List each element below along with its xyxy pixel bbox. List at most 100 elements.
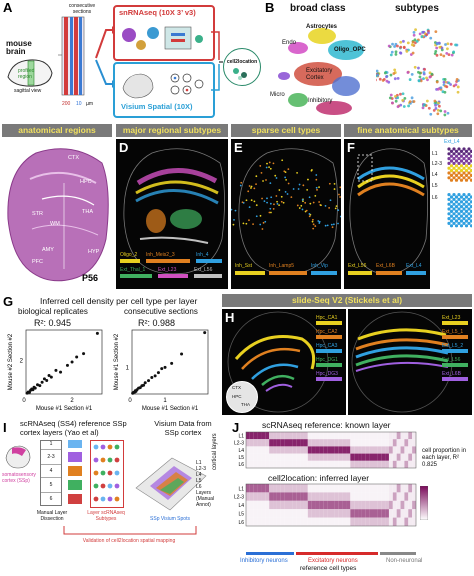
sparse-cell xyxy=(278,204,281,207)
heatmap-cell xyxy=(311,439,316,447)
scatter-point xyxy=(38,384,42,388)
heatmap-cell xyxy=(284,446,289,454)
section-stack xyxy=(58,16,85,96)
heatmap-row-label: L6 xyxy=(238,462,244,468)
visium-spot xyxy=(459,205,464,209)
visium-spot xyxy=(464,209,469,213)
heatmap-cell xyxy=(377,453,382,461)
visium-spot xyxy=(449,154,454,158)
group-nonneuronal: Non-neuronal xyxy=(386,558,423,564)
layer-23: 2-3 xyxy=(41,450,61,465)
heatmap-cell xyxy=(269,517,274,526)
heatmap-cell xyxy=(377,484,382,493)
heatmap-cell xyxy=(350,484,355,493)
heatmap-cell xyxy=(284,432,289,440)
visium-spot xyxy=(467,207,471,211)
visium-spot xyxy=(462,171,466,175)
heatmap-cell xyxy=(388,453,393,461)
heatmap-cell xyxy=(400,439,405,447)
subtype-dot xyxy=(100,496,106,502)
heatmap-cell xyxy=(319,517,324,526)
visium-spot xyxy=(467,166,471,170)
legend-h-r-2: Ext_L5_2 xyxy=(442,343,464,349)
heatmap-cell xyxy=(404,484,409,493)
heatmap-cell xyxy=(315,446,320,454)
umap-cell xyxy=(444,43,447,46)
subtype-dot xyxy=(100,470,106,476)
heatmap-cell xyxy=(400,446,405,454)
sparse-cell xyxy=(263,200,266,203)
sparse-cell xyxy=(298,207,301,209)
heatmap-cell xyxy=(265,484,270,493)
x-tick-1: 2 xyxy=(70,398,74,404)
visium-spot xyxy=(462,207,466,211)
heatmap-cell xyxy=(280,446,285,454)
umap-cell xyxy=(425,33,429,37)
sparse-cell xyxy=(309,202,312,205)
visium-illustration xyxy=(122,73,204,99)
heatmap-cell xyxy=(373,509,378,518)
heatmap-cell xyxy=(412,492,416,501)
j-bottom-title: cell2location: inferred layer xyxy=(268,473,370,483)
visium-spot xyxy=(452,176,456,180)
sparse-cell xyxy=(239,184,242,187)
heatmap-cell xyxy=(354,439,359,447)
visium-spot xyxy=(452,197,456,201)
visium-spot xyxy=(467,176,471,180)
umap-cell xyxy=(427,31,430,35)
heatmap-cell xyxy=(331,492,335,501)
umap-cell xyxy=(439,86,443,90)
heatmap-cell xyxy=(323,492,328,501)
visium-spot xyxy=(459,164,464,168)
heatmap-cell xyxy=(280,500,285,510)
heatmap-cell xyxy=(303,453,308,461)
subtype-dot xyxy=(107,457,113,463)
umap-cell xyxy=(445,85,449,89)
heatmap-cell xyxy=(292,446,297,454)
visium-spot xyxy=(467,212,471,216)
heatmap-cell xyxy=(327,460,331,468)
heatmap-cell xyxy=(273,492,277,501)
sparse-cell xyxy=(339,215,341,218)
scatter-point xyxy=(153,374,157,378)
heatmap-cell xyxy=(408,439,413,447)
heatmap-cell xyxy=(246,492,250,501)
heatmap-cell xyxy=(249,439,254,447)
legend-e-bar-2 xyxy=(311,271,337,275)
sparse-cell xyxy=(240,181,243,184)
heatmap-cell xyxy=(392,500,397,510)
heatmap-cell xyxy=(338,432,343,440)
sparse-cell xyxy=(339,186,341,189)
inset-layer-l23: L2-3 xyxy=(432,161,443,167)
panel-i-title: scRNAseq (SS4) reference SSp cortex laye… xyxy=(20,419,127,437)
heatmap-cell xyxy=(288,460,293,468)
heatmap-cell xyxy=(327,492,331,501)
sparse-cell xyxy=(290,196,293,198)
heatmap-cell xyxy=(400,500,405,510)
heatmap-cell xyxy=(269,509,274,518)
sparse-cell xyxy=(255,204,258,207)
sparse-cell xyxy=(284,176,287,179)
legend-d-3: Ext_Thal_1 xyxy=(120,267,146,273)
umap-cell xyxy=(428,75,432,79)
sparse-cell xyxy=(318,186,320,188)
sparse-cell xyxy=(259,214,262,217)
legend-e-2: Inh_Vip xyxy=(311,263,328,269)
umap-cell xyxy=(443,90,447,94)
umap-cell xyxy=(440,46,444,50)
sparse-cell xyxy=(269,202,272,205)
heatmap-cell xyxy=(296,453,301,461)
sparse-cell xyxy=(260,171,263,174)
heatmap-cell xyxy=(276,453,281,461)
heatmap-cell xyxy=(315,439,320,447)
sparse-cell xyxy=(333,188,336,190)
heatmap-cell xyxy=(408,484,413,493)
umap-cell xyxy=(443,113,447,117)
heatmap-cell xyxy=(319,460,324,468)
heatmap-row-label: L5 xyxy=(238,512,244,518)
sparse-cell xyxy=(280,195,283,198)
header-slide-seq: slide-Seq V2 (Stickels et al) xyxy=(222,294,472,307)
y-axis-label: Mouse #2 Section #2 xyxy=(8,333,14,390)
heatmap-cell xyxy=(338,492,343,501)
umap-cell xyxy=(389,53,393,57)
